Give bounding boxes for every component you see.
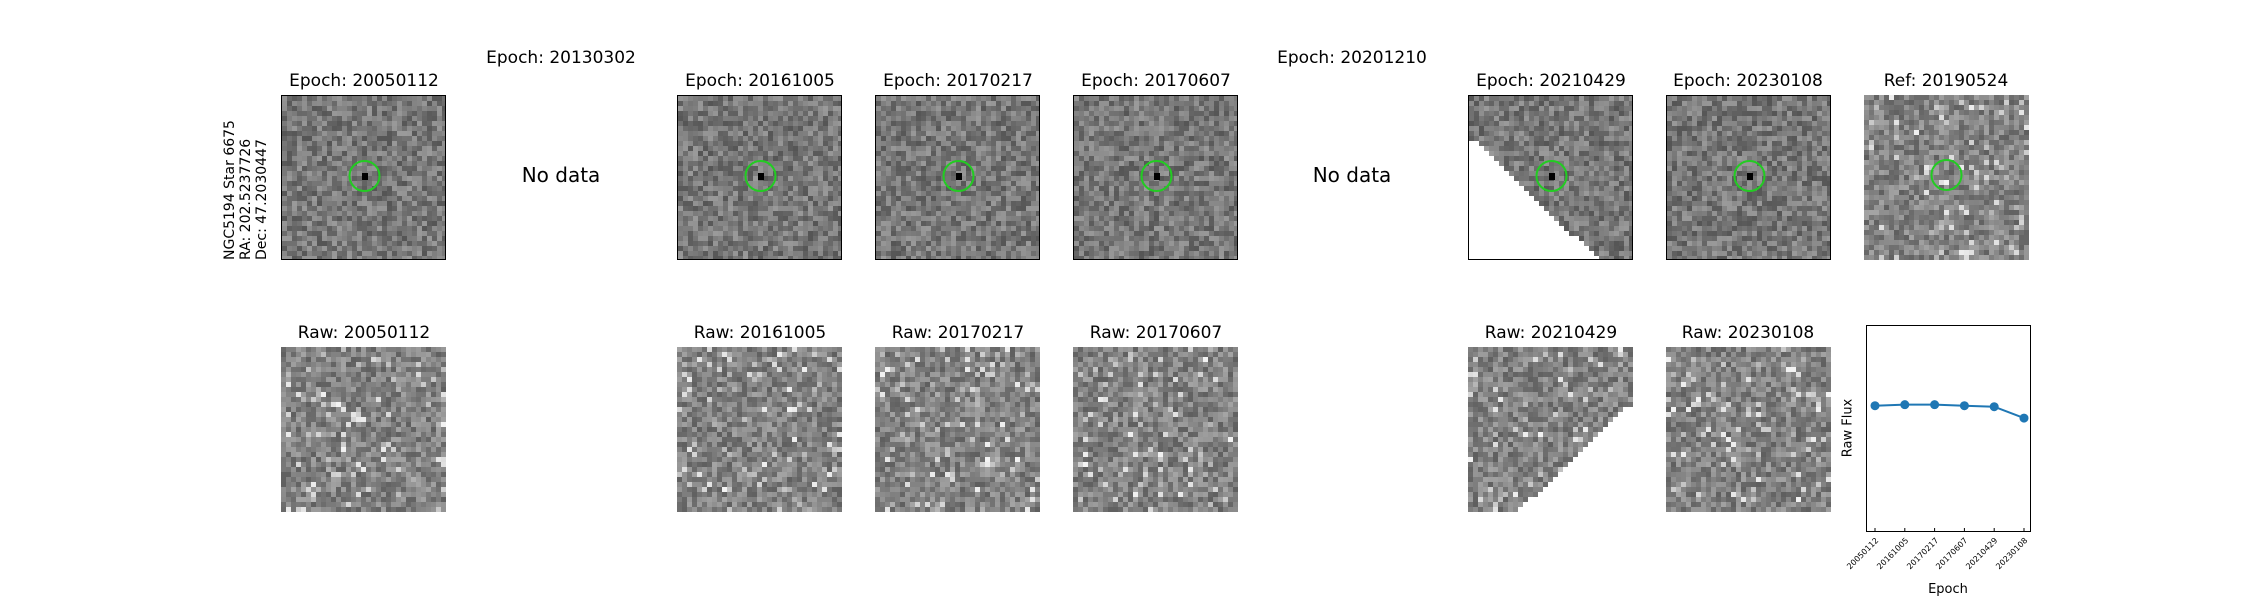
star-info-label: NGC5194 Star 6675 RA: 202.5237726 Dec: 4… [222, 120, 270, 260]
raw-flux-plot [1870, 400, 2029, 532]
top-title-5: Epoch: 20201210 [1277, 48, 1427, 68]
target-circle-icon [744, 160, 777, 192]
target-circle-icon [348, 160, 381, 192]
top-title-4: Epoch: 20170607 [1081, 71, 1231, 91]
target-star [1154, 173, 1160, 180]
data-point [1870, 401, 1880, 411]
target-circle-icon [942, 160, 975, 192]
target-circle-icon [1140, 160, 1173, 192]
raw-title-4: Raw: 20170607 [1089, 323, 1223, 343]
raw-title-2: Raw: 20161005 [693, 323, 827, 343]
raw-image-20170607 [1073, 347, 1238, 512]
target-circle-icon [1930, 159, 1963, 191]
target-circle-icon [1535, 160, 1568, 192]
diff-image-20161005 [677, 95, 842, 260]
series-line [1874, 403, 2025, 420]
target-star [758, 173, 764, 180]
raw-flux-chart [1866, 325, 2031, 532]
star-dec: Dec: 47.2030447 [254, 139, 270, 260]
raw-title-3: Raw: 20170217 [891, 323, 1025, 343]
raw-image-20210429 [1468, 347, 1633, 512]
raw-image-20050112 [281, 347, 446, 512]
diff-image-20170607 [1073, 95, 1238, 260]
raw-title-0: Raw: 20050112 [297, 323, 431, 343]
target-star [1549, 173, 1555, 180]
diff-image-20050112 [281, 95, 446, 260]
raw-image-20230108 [1666, 347, 1831, 512]
top-title-0: Epoch: 20050112 [289, 71, 439, 91]
top-title-3: Epoch: 20170217 [883, 71, 1033, 91]
diff-image-20170217 [875, 95, 1040, 260]
star-ra: RA: 202.5237726 [238, 138, 254, 260]
diff-image-20210429 [1468, 95, 1633, 260]
data-point [1900, 400, 1910, 410]
data-point [1989, 402, 1999, 412]
target-circle-icon [1733, 160, 1766, 192]
chart-xlabel: Epoch [1928, 582, 1968, 597]
target-star [362, 173, 368, 180]
diff-image-20230108 [1666, 95, 1831, 260]
top-title-7: Epoch: 20230108 [1673, 71, 1823, 91]
star-name: NGC5194 Star 6675 [222, 120, 238, 260]
x-tick-label: 20161005 [1875, 536, 1911, 572]
raw-image-20161005 [677, 347, 842, 512]
top-title-1: Epoch: 20130302 [486, 48, 636, 68]
x-tick-label: 20050112 [1845, 536, 1881, 572]
target-star [956, 173, 962, 180]
top-title-6: Epoch: 20210429 [1476, 71, 1626, 91]
top-title-2: Epoch: 20161005 [685, 71, 835, 91]
no-data-label-2: No data [1312, 163, 1392, 187]
data-point [2019, 413, 2029, 423]
x-tick-label: 20230108 [1994, 536, 2030, 572]
raw-title-6: Raw: 20210429 [1484, 323, 1618, 343]
raw-title-7: Raw: 20230108 [1681, 323, 1815, 343]
x-tick-label: 20210429 [1964, 536, 2000, 572]
top-title-8: Ref: 20190524 [1883, 71, 2009, 91]
data-point [1930, 400, 1940, 410]
ref-image-20190524 [1864, 95, 2029, 260]
chart-ylabel: Raw Flux [1840, 398, 1856, 458]
target-star [1747, 173, 1753, 180]
no-data-label-1: No data [521, 163, 601, 187]
data-point [1959, 401, 1969, 411]
raw-image-20170217 [875, 347, 1040, 512]
